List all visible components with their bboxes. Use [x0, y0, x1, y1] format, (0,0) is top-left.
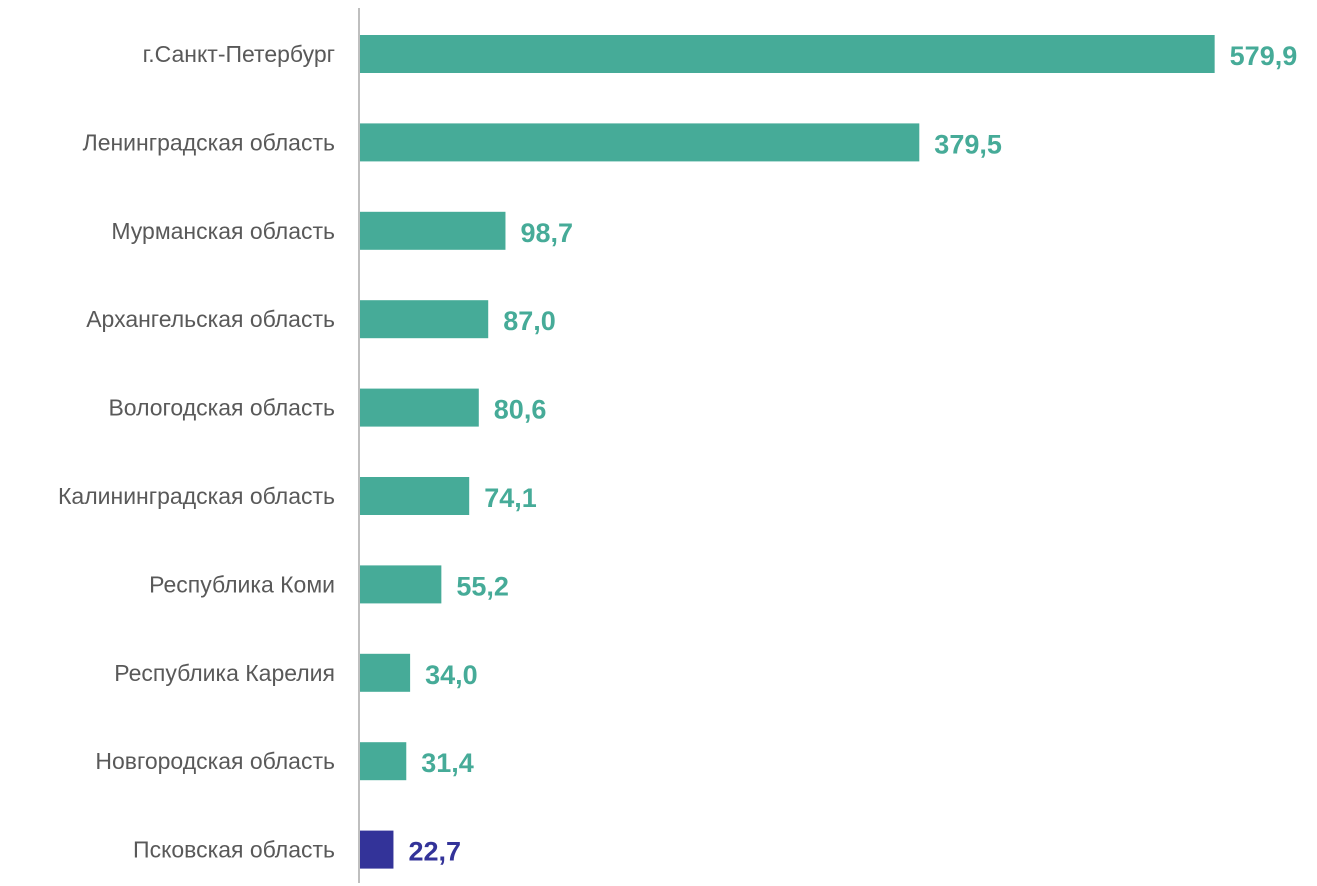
bar-10 [360, 830, 394, 869]
bar-9 [360, 742, 407, 781]
value-label: 31,4 [421, 748, 474, 778]
value-label: 87,0 [503, 306, 556, 336]
category-label: Архангельская область [86, 306, 335, 332]
category-label: Псковская область [133, 837, 335, 863]
category-label: Вологодская область [108, 395, 335, 421]
bars-group [360, 35, 1215, 869]
value-label: 579,9 [1230, 41, 1298, 71]
bar-2 [360, 123, 920, 162]
value-label: 379,5 [934, 129, 1002, 159]
category-label: Республика Коми [149, 571, 335, 597]
category-label: Мурманская область [111, 218, 335, 244]
bar-8 [360, 653, 411, 692]
value-label: 34,0 [425, 660, 478, 690]
value-label: 22,7 [408, 837, 461, 867]
value-label: 74,1 [484, 483, 537, 513]
category-label: г.Санкт-Петербург [143, 41, 335, 67]
category-label: Республика Карелия [114, 660, 335, 686]
bar-4 [360, 300, 489, 339]
category-label: Ленинградская область [83, 129, 335, 155]
bar-1 [360, 35, 1215, 73]
value-label: 55,2 [456, 571, 509, 601]
category-label: Калининградская область [58, 483, 335, 509]
bar-6 [360, 477, 470, 515]
category-label: Новгородская область [95, 748, 335, 774]
category-labels-group: г.Санкт-Петербург Ленинградская область Му… [58, 41, 335, 863]
bar-7 [360, 565, 442, 604]
bar-3 [360, 211, 506, 250]
value-label: 98,7 [520, 218, 573, 248]
bar-5 [360, 388, 479, 427]
value-label: 80,6 [494, 395, 547, 425]
value-labels-group: 579,9 379,5 98,7 87,0 80,6 74,1 55,2 34,0 31,4 22… [408, 41, 1297, 867]
